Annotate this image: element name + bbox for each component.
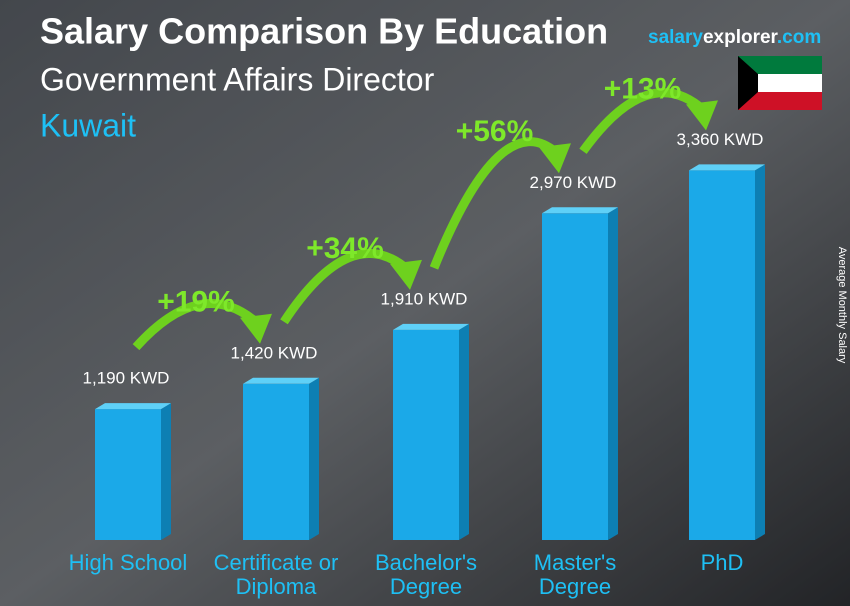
- x-tick-label: PhD: [700, 550, 744, 575]
- location: Kuwait: [40, 107, 136, 143]
- bar-front: [393, 329, 459, 540]
- change-arrowhead: [539, 143, 571, 174]
- bar-front: [689, 170, 755, 540]
- x-tick-label: Master's Degree: [533, 550, 617, 599]
- brand-part: salary: [648, 27, 703, 48]
- bar-side: [608, 207, 618, 541]
- x-tick-label: Bachelor's Degree: [374, 550, 478, 599]
- brand-part: .com: [777, 27, 821, 48]
- change-arrowhead: [390, 259, 422, 290]
- change-arrow: [280, 249, 411, 325]
- bar-front: [243, 383, 309, 540]
- bar: [542, 207, 618, 541]
- value-label: 3,360 KWD: [677, 130, 764, 149]
- bar-side: [755, 164, 765, 540]
- bar: [243, 377, 319, 540]
- flag-trapezoid: [738, 56, 758, 110]
- flag-stripe: [738, 74, 822, 92]
- x-tick-label: Certificate or Diploma: [213, 550, 339, 599]
- change-arrow: [579, 88, 708, 154]
- brand-part: explorer: [703, 27, 779, 48]
- bar-top: [393, 323, 469, 330]
- bar: [393, 323, 469, 540]
- chart-title: Salary Comparison By Education: [40, 11, 608, 52]
- bar: [95, 403, 171, 540]
- x-tick-label: High School: [68, 550, 188, 575]
- change-arrowhead: [240, 313, 272, 344]
- change-label: +19%: [157, 286, 235, 319]
- flag-stripe: [738, 56, 822, 74]
- value-label: 2,970 KWD: [530, 173, 617, 192]
- bar-top: [243, 377, 319, 384]
- value-label: 1,910 KWD: [381, 289, 468, 308]
- y-axis-label: Average Monthly Salary: [836, 247, 848, 364]
- flag-stripe: [738, 92, 822, 110]
- bar-front: [542, 213, 608, 541]
- chart-subtitle: Government Affairs Director: [40, 61, 435, 97]
- bar-side: [309, 377, 319, 540]
- bar-side: [161, 403, 171, 540]
- flag: [738, 56, 822, 110]
- change-label: +56%: [456, 115, 534, 148]
- bar-side: [459, 323, 469, 540]
- change-arrowhead: [686, 100, 718, 131]
- change-arrow: [132, 299, 261, 351]
- bar-top: [95, 403, 171, 410]
- change-label: +34%: [306, 232, 384, 265]
- bar-front: [95, 409, 161, 540]
- value-label: 1,190 KWD: [83, 369, 170, 388]
- change-arrow: [429, 137, 560, 270]
- bar-top: [689, 164, 765, 171]
- brand: salaryexplorer.com: [648, 27, 821, 48]
- change-label: +13%: [604, 72, 682, 105]
- bar-top: [542, 207, 618, 214]
- value-label: 1,420 KWD: [231, 343, 318, 362]
- bar: [689, 164, 765, 540]
